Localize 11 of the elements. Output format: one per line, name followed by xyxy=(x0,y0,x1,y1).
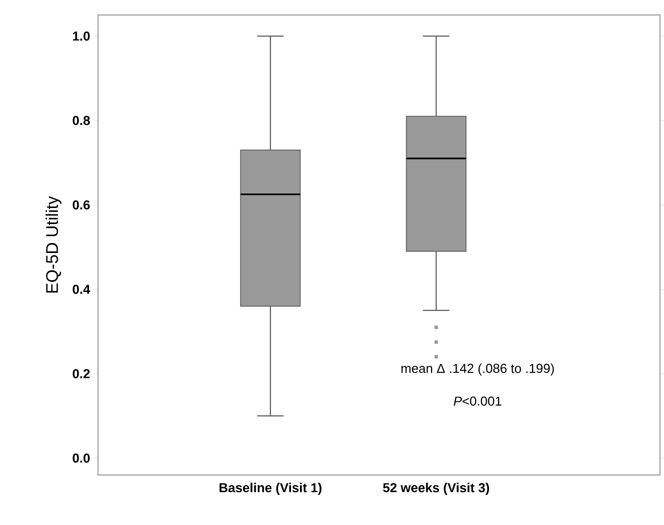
y-tick-label: 0.4 xyxy=(72,284,90,294)
x-tick-label: Baseline (Visit 1) xyxy=(220,482,322,495)
annotation: P<0.001 xyxy=(454,396,502,406)
y-tick-label: 1.0 xyxy=(73,32,90,41)
y-axis-title: EQ-5D Utility xyxy=(46,196,62,293)
x-tick-label: 52 weeks (Visit 3) xyxy=(383,482,490,495)
y-tick-label: 0.2 xyxy=(72,369,90,378)
y-tick-label: 0.6 xyxy=(72,200,90,210)
y-tick-label: 0.8 xyxy=(72,116,90,126)
y-tick-label: 0.0 xyxy=(72,454,90,463)
annotation: mean Δ .142 (.086 to .199) xyxy=(401,363,554,376)
